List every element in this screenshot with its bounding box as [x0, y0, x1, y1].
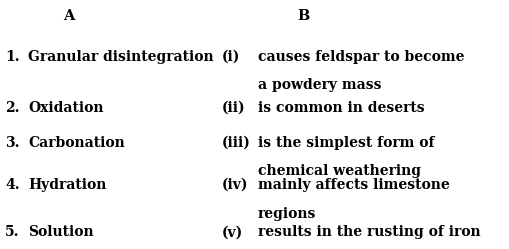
Text: (iv): (iv) — [221, 178, 248, 192]
Text: is the simplest form of: is the simplest form of — [257, 136, 433, 150]
Text: (i): (i) — [221, 50, 240, 64]
Text: regions: regions — [257, 207, 315, 221]
Text: a powdery mass: a powdery mass — [257, 78, 380, 92]
Text: Solution: Solution — [28, 225, 94, 239]
Text: Oxidation: Oxidation — [28, 101, 103, 115]
Text: (iii): (iii) — [221, 136, 250, 150]
Text: 3.: 3. — [5, 136, 19, 150]
Text: chemical weathering: chemical weathering — [257, 164, 420, 178]
Text: 2.: 2. — [5, 101, 19, 115]
Text: is common in deserts: is common in deserts — [257, 101, 423, 115]
Text: causes feldspar to become: causes feldspar to become — [257, 50, 463, 64]
Text: 5.: 5. — [5, 225, 19, 239]
Text: A: A — [63, 9, 74, 23]
Text: B: B — [297, 9, 309, 23]
Text: results in the rusting of iron: results in the rusting of iron — [257, 225, 479, 239]
Text: Hydration: Hydration — [28, 178, 106, 192]
Text: Granular disintegration: Granular disintegration — [28, 50, 213, 64]
Text: 1.: 1. — [5, 50, 20, 64]
Text: (ii): (ii) — [221, 101, 245, 115]
Text: mainly affects limestone: mainly affects limestone — [257, 178, 448, 192]
Text: Carbonation: Carbonation — [28, 136, 125, 150]
Text: (v): (v) — [221, 225, 243, 239]
Text: 4.: 4. — [5, 178, 20, 192]
